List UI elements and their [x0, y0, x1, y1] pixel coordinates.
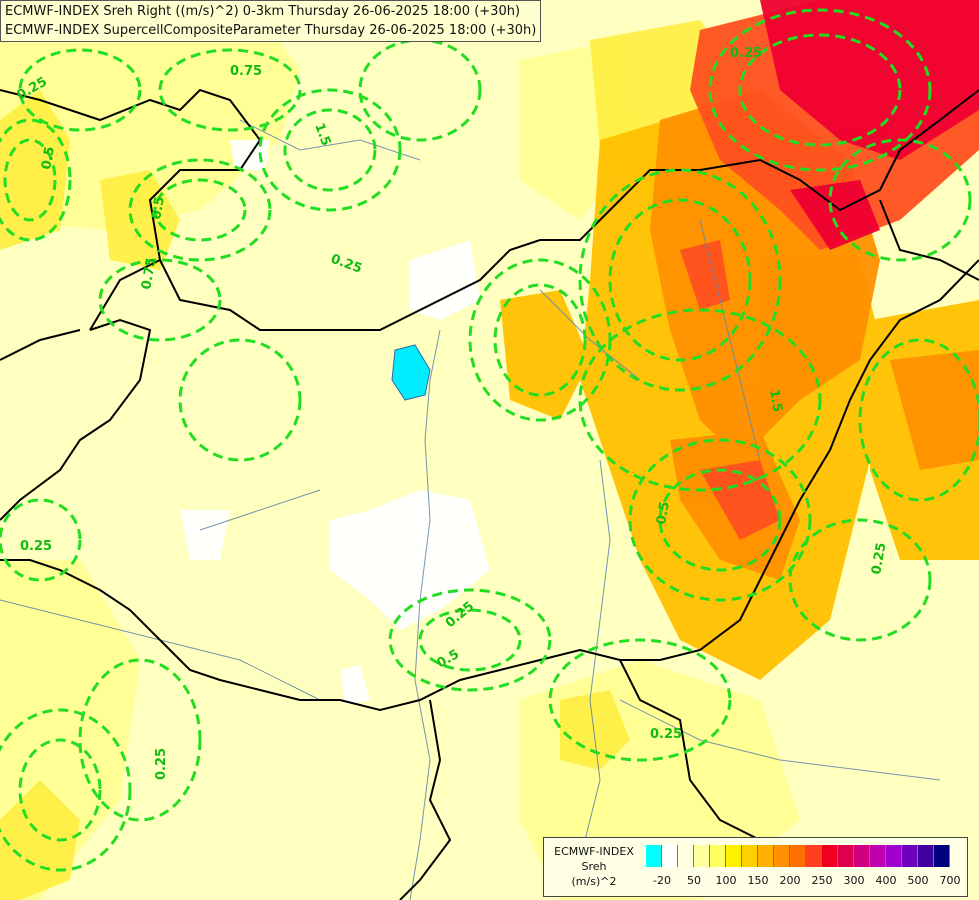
- legend-tick-label: 250: [811, 874, 833, 887]
- legend-label: ECMWF-INDEX Sreh (m/s)^2: [544, 844, 644, 889]
- legend-swatch: [934, 845, 950, 867]
- title-line-2: ECMWF-INDEX SupercellCompositeParameter …: [5, 23, 537, 38]
- shading-crimson: [760, 0, 979, 250]
- map-title: ECMWF-INDEX Sreh Right ((m/s)^2) 0-3km T…: [0, 0, 542, 42]
- legend-swatch: [726, 845, 742, 867]
- legend-swatch: [886, 845, 902, 867]
- legend-swatch: [662, 845, 678, 867]
- lake-balaton-like: [391, 344, 431, 401]
- country-borders: [0, 88, 979, 900]
- contour-label: 0.5: [654, 500, 673, 525]
- legend-line-2: Sreh: [581, 860, 607, 873]
- contour-label-group: 0.25 0.25 0.25 0.25 0.25 0.25 0.25 0.25 …: [15, 46, 890, 780]
- legend-tick-label: 150: [747, 874, 769, 887]
- legend-swatch: [902, 845, 918, 867]
- legend-swatch: [742, 845, 758, 867]
- legend-swatch: [758, 845, 774, 867]
- legend-ticks: -20 50 100 150 200 250 300 400 500 700: [646, 874, 966, 890]
- legend-swatch: [806, 845, 822, 867]
- legend-tick-label: 500: [907, 874, 929, 887]
- legend-color-bar: [646, 845, 950, 867]
- contour-label: 0.25: [730, 46, 762, 61]
- contour-label: 0.25: [154, 748, 169, 780]
- legend-swatch: [822, 845, 838, 867]
- title-line-1: ECMWF-INDEX Sreh Right ((m/s)^2) 0-3km T…: [5, 4, 521, 19]
- legend-line-1: ECMWF-INDEX: [554, 845, 634, 858]
- contour-label: 0.75: [230, 64, 262, 79]
- contour-label: 0.75: [139, 256, 159, 290]
- legend-tick-label: 100: [715, 874, 737, 887]
- legend-line-3: (m/s)^2: [571, 875, 617, 888]
- legend-swatch: [774, 845, 790, 867]
- legend-swatch: [870, 845, 886, 867]
- contour-label: 0.5: [39, 145, 58, 170]
- shading-white: [180, 140, 490, 705]
- legend-swatch: [838, 845, 854, 867]
- contour-label: 1.5: [766, 388, 785, 413]
- legend-swatch: [854, 845, 870, 867]
- contour-label: 0.25: [869, 541, 889, 575]
- legend-tick-label: 300: [843, 874, 865, 887]
- contour-label: 0.25: [650, 727, 682, 742]
- legend-tick-label: -20: [653, 874, 671, 887]
- legend-tick-label: 700: [939, 874, 961, 887]
- contour-label: 0.5: [149, 195, 168, 220]
- legend-swatch: [646, 845, 662, 867]
- color-legend: ECMWF-INDEX Sreh (m/s)^2 -20 50 100 150 200 2…: [543, 837, 968, 897]
- legend-swatch: [710, 845, 726, 867]
- legend-tick-label: 50: [687, 874, 701, 887]
- legend-swatch: [694, 845, 710, 867]
- legend-tick-label: 400: [875, 874, 897, 887]
- legend-swatch: [678, 845, 694, 867]
- contour-label: 1.5: [311, 121, 333, 148]
- legend-tick-label: 200: [779, 874, 801, 887]
- contour-label: 0.25: [20, 539, 52, 554]
- legend-swatch: [790, 845, 806, 867]
- legend-swatch: [918, 845, 934, 867]
